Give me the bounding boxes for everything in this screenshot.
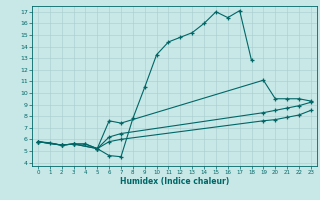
X-axis label: Humidex (Indice chaleur): Humidex (Indice chaleur) xyxy=(120,177,229,186)
